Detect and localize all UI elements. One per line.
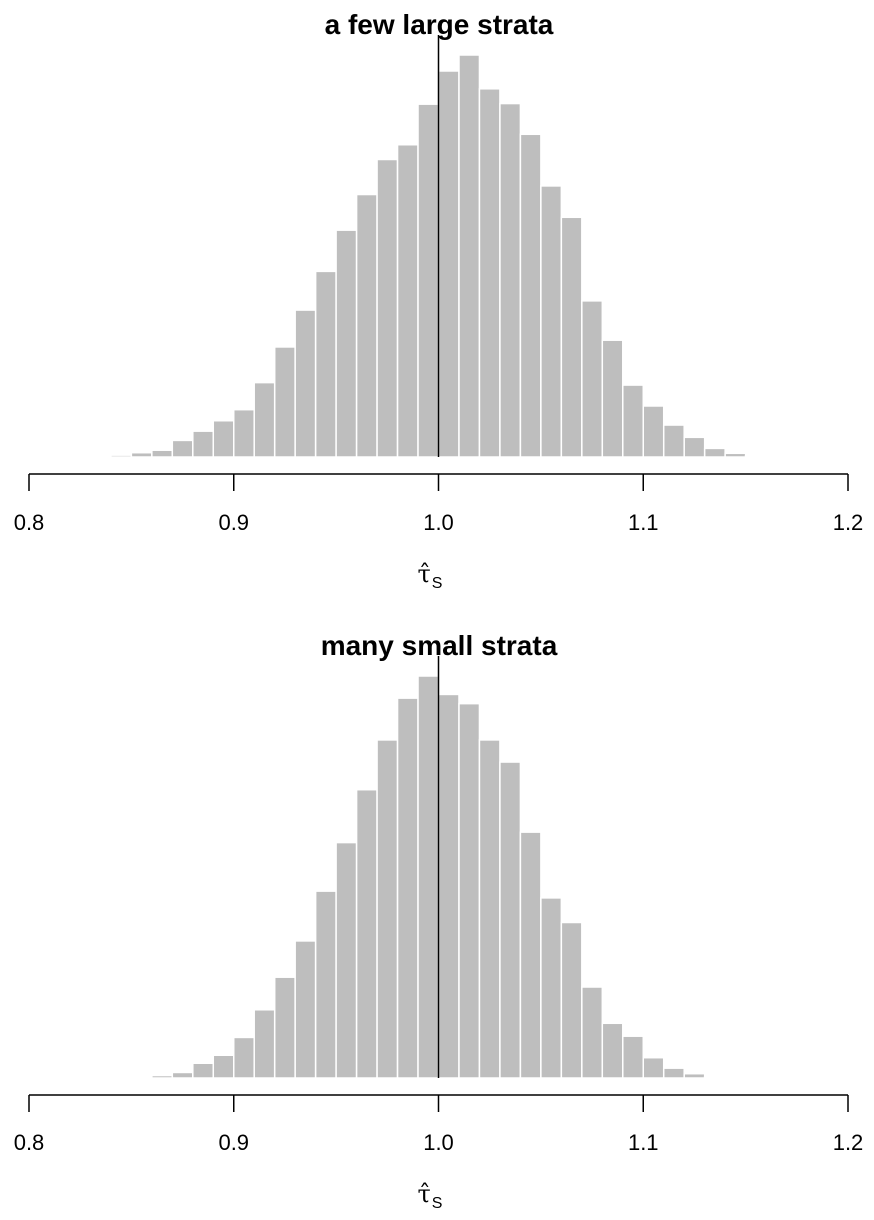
histogram-bar (314, 270, 337, 458)
histogram-bar (212, 1054, 235, 1079)
histogram-bar (253, 1009, 276, 1079)
histogram-bar (355, 193, 378, 458)
histogram-bar (233, 408, 255, 458)
histogram-bar (335, 841, 358, 1079)
x-axis-label: τ̂S (418, 560, 443, 592)
x-tick-label: 1.1 (628, 510, 659, 535)
histogram-bar (642, 1056, 665, 1079)
x-tick-label: 1.2 (833, 1130, 864, 1155)
histogram-bar (253, 381, 276, 458)
histogram-bar (151, 449, 174, 458)
x-axis-label: τ̂S (418, 1180, 443, 1212)
histogram-bar (212, 419, 235, 458)
histogram-bar (151, 1074, 174, 1079)
x-axis-label-symbol: τ̂ (418, 560, 431, 588)
x-tick-label: 1.2 (833, 510, 864, 535)
histogram-bar (458, 702, 481, 1079)
histogram-bar (478, 739, 501, 1079)
histogram-bar (314, 890, 337, 1079)
histogram-bar (560, 921, 583, 1079)
x-tick-label: 1.0 (423, 510, 454, 535)
histogram-bar (130, 1076, 153, 1079)
histogram-bar (478, 88, 501, 458)
histogram-bar (437, 70, 460, 458)
histogram-bar (662, 424, 685, 458)
x-tick-label: 0.9 (218, 510, 249, 535)
histogram-bar (192, 430, 215, 458)
histogram-bar (622, 384, 645, 458)
histogram-bar (458, 54, 481, 458)
histogram-bar (560, 216, 583, 458)
chart-title: many small strata (321, 630, 558, 661)
histogram-bar (171, 1071, 194, 1079)
histogram-bar (335, 229, 358, 458)
histogram-bar (601, 1022, 624, 1079)
histogram-panel-1: 0.8 0.9 1.0 1.1 1.2 a few large strata τ̂S (14, 9, 864, 592)
histogram-bar (376, 739, 399, 1079)
x-axis-label-subscript: S (432, 1195, 443, 1212)
histogram-bar (519, 133, 542, 458)
histogram-bar (683, 436, 706, 458)
histogram-bar (273, 976, 296, 1079)
histogram-bar (540, 897, 563, 1079)
histogram-bar (765, 455, 788, 458)
histogram-panel-2: 0.8 0.9 1.0 1.1 1.2 many small strata τ̂S (14, 630, 864, 1212)
chart-title: a few large strata (325, 9, 554, 40)
histogram-bar (396, 143, 419, 458)
histogram-bar (581, 986, 604, 1079)
histogram-bar (519, 831, 542, 1079)
histogram-bar (662, 1067, 685, 1079)
histogram-bar (355, 788, 378, 1079)
histogram-bar (273, 346, 296, 458)
x-tick-label: 0.9 (218, 1130, 249, 1155)
histogram-bar (294, 940, 317, 1079)
histogram-bar (703, 1076, 726, 1079)
histogram-bar (703, 447, 726, 458)
histogram-bar (376, 158, 399, 458)
histogram-bar (724, 452, 747, 458)
histogram-bar (622, 1035, 645, 1079)
histogram-bar (417, 103, 440, 458)
histogram-bar (540, 185, 563, 458)
x-axis-label-subscript: S (432, 575, 443, 592)
histogram-bar (417, 675, 440, 1079)
x-tick-label: 1.0 (423, 1130, 454, 1155)
histogram-bar (437, 693, 460, 1079)
histogram-bar (744, 455, 767, 458)
histogram-bar (396, 697, 419, 1079)
histogram-bar (130, 451, 153, 458)
histogram-bar (110, 454, 133, 458)
histogram-bar (294, 309, 317, 458)
histogram-bar (499, 102, 522, 458)
histogram-bar (683, 1072, 706, 1079)
histogram-bar (233, 1036, 255, 1079)
x-tick-label: 0.8 (14, 510, 45, 535)
histogram-bar (581, 300, 604, 458)
histogram-bar (192, 1062, 215, 1079)
x-tick-label: 1.1 (628, 1130, 659, 1155)
histogram-bar (601, 339, 624, 458)
histogram-bar (642, 405, 665, 458)
x-axis-label-symbol: τ̂ (418, 1180, 431, 1208)
histogram-bar (499, 761, 522, 1079)
x-tick-label: 0.8 (14, 1130, 45, 1155)
histogram-bar (171, 439, 194, 458)
